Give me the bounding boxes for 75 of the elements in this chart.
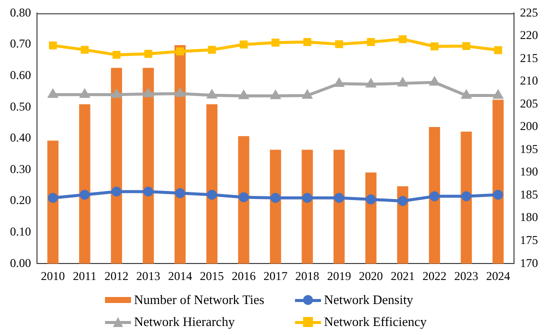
point xyxy=(303,38,312,46)
point xyxy=(430,42,438,50)
point xyxy=(240,40,248,48)
point xyxy=(112,50,120,59)
point xyxy=(143,186,154,197)
point xyxy=(366,194,376,204)
y2-tick-label: 215 xyxy=(520,50,538,65)
point xyxy=(430,191,440,202)
x-tick-label: 2013 xyxy=(136,268,160,283)
x-tick-label: 2012 xyxy=(104,268,128,283)
y-tick-label: 0.10 xyxy=(10,224,31,238)
y-tick-label: 0.80 xyxy=(10,5,31,20)
x-tick-label: 2017 xyxy=(264,268,288,283)
point xyxy=(238,192,249,202)
point xyxy=(430,77,440,86)
point xyxy=(398,196,408,206)
point xyxy=(80,190,90,200)
point xyxy=(398,35,407,44)
point xyxy=(112,90,122,98)
point xyxy=(208,46,216,54)
y2-tick-label: 200 xyxy=(520,119,538,134)
point xyxy=(144,50,152,58)
point xyxy=(270,192,280,203)
x-tick-label: 2023 xyxy=(454,268,478,283)
point xyxy=(144,88,153,98)
point xyxy=(494,46,502,54)
point xyxy=(206,190,217,200)
y2-tick-label: 220 xyxy=(520,28,538,42)
point xyxy=(461,191,472,202)
x-tick-label: 2020 xyxy=(358,268,383,283)
y-tick-label: 0.50 xyxy=(10,99,31,114)
x-tick-label: 2018 xyxy=(295,268,320,283)
y2-tick-label: 205 xyxy=(520,96,538,110)
legend-label: Network Efficiency xyxy=(324,314,427,330)
point xyxy=(80,46,89,54)
point xyxy=(493,190,504,200)
point xyxy=(176,47,184,56)
y2-tick-label: 175 xyxy=(520,232,538,247)
y-tick-label: 0.30 xyxy=(10,162,31,176)
y-tick-label: 0.70 xyxy=(10,36,31,51)
y2-tick-label: 180 xyxy=(520,210,538,224)
y2-tick-label: 225 xyxy=(520,5,538,20)
point xyxy=(112,186,122,197)
point xyxy=(302,192,312,203)
legend-label: Number of Network Ties xyxy=(134,292,264,308)
x-tick-label: 2010 xyxy=(40,268,65,283)
y-tick-label: 0.60 xyxy=(10,68,31,82)
point xyxy=(366,38,375,46)
x-tick-label: 2022 xyxy=(422,268,446,283)
x-tick-label: 2015 xyxy=(200,268,224,283)
point xyxy=(335,40,344,48)
y2-tick-label: 185 xyxy=(520,187,538,202)
x-tick-label: 2019 xyxy=(327,268,352,283)
y-tick-label: 0.00 xyxy=(10,256,31,270)
point xyxy=(462,42,470,50)
x-tick-label: 2016 xyxy=(232,268,256,283)
legend-label: Network Density xyxy=(324,292,414,308)
x-tick-label: 2021 xyxy=(390,268,415,283)
x-tick-label: 2011 xyxy=(72,268,96,283)
x-tick-label: 2014 xyxy=(168,268,192,283)
point xyxy=(270,90,280,100)
y2-tick-label: 210 xyxy=(520,74,538,88)
legend-label: Network Hierarchy xyxy=(134,314,235,330)
point xyxy=(175,188,186,198)
y-tick-label: 0.20 xyxy=(10,193,31,208)
y-tick-label: 0.40 xyxy=(10,130,31,145)
point xyxy=(334,192,344,203)
y2-tick-label: 195 xyxy=(520,142,538,156)
y2-tick-label: 170 xyxy=(520,256,538,270)
point xyxy=(48,41,57,50)
x-tick-label: 2024 xyxy=(486,268,510,283)
point xyxy=(239,90,248,100)
y2-tick-label: 190 xyxy=(520,164,538,179)
point xyxy=(48,192,58,203)
point xyxy=(272,38,280,47)
